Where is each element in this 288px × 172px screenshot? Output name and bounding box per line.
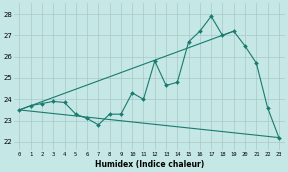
X-axis label: Humidex (Indice chaleur): Humidex (Indice chaleur)	[94, 159, 204, 169]
